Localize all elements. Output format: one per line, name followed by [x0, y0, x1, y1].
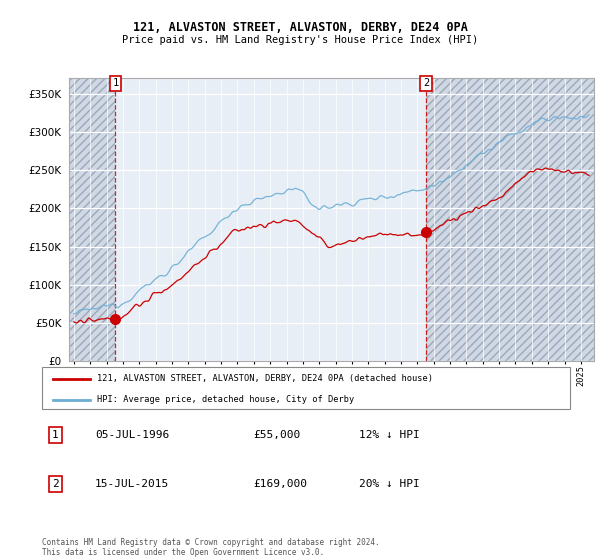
Text: 2: 2 [52, 479, 59, 489]
Text: 05-JUL-1996: 05-JUL-1996 [95, 430, 169, 440]
Text: £55,000: £55,000 [253, 430, 301, 440]
Text: Contains HM Land Registry data © Crown copyright and database right 2024.
This d: Contains HM Land Registry data © Crown c… [42, 538, 380, 557]
Text: 2: 2 [423, 78, 430, 88]
Text: 20% ↓ HPI: 20% ↓ HPI [359, 479, 419, 489]
Text: 1: 1 [52, 430, 59, 440]
Bar [426, 78, 594, 361]
Text: 1: 1 [112, 78, 119, 88]
Text: 121, ALVASTON STREET, ALVASTON, DERBY, DE24 0PA (detached house): 121, ALVASTON STREET, ALVASTON, DERBY, D… [97, 374, 433, 383]
Bar [69, 78, 115, 361]
Text: Price paid vs. HM Land Registry's House Price Index (HPI): Price paid vs. HM Land Registry's House … [122, 35, 478, 45]
Text: 15-JUL-2015: 15-JUL-2015 [95, 479, 169, 489]
Text: £169,000: £169,000 [253, 479, 307, 489]
Text: HPI: Average price, detached house, City of Derby: HPI: Average price, detached house, City… [97, 395, 355, 404]
FancyBboxPatch shape [42, 367, 570, 409]
Text: 12% ↓ HPI: 12% ↓ HPI [359, 430, 419, 440]
Text: 121, ALVASTON STREET, ALVASTON, DERBY, DE24 0PA: 121, ALVASTON STREET, ALVASTON, DERBY, D… [133, 21, 467, 34]
